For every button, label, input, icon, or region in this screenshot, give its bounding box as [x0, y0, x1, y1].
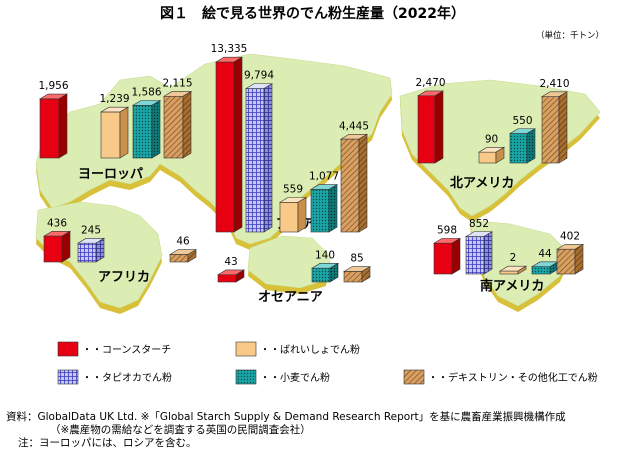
value-label-corn: 2,470	[415, 77, 445, 89]
legend-item-dextrin: ・・デキストリン・その他化工でん粉	[403, 369, 598, 385]
bar-wheat	[508, 128, 537, 164]
legend-item-wheat: ・・小麦でん粉	[235, 369, 330, 385]
bar-corn	[42, 230, 72, 263]
bar-dextrin	[555, 243, 585, 275]
region-label-europe: ヨーロッパ	[78, 167, 143, 182]
legend-swatch-corn	[57, 341, 79, 357]
bar-dextrin	[162, 90, 193, 159]
value-label-wheat: 550	[512, 115, 532, 127]
bar-corn	[432, 237, 462, 275]
legend-label-dextrin: ・・デキストリン・その他化工でん粉	[428, 371, 598, 384]
bar-dextrin	[168, 249, 198, 263]
value-label-corn: 598	[437, 224, 457, 236]
region-label-africa: アフリカ	[98, 270, 150, 285]
value-label-dextrin: 2,115	[162, 77, 192, 89]
value-label-wheat: 1,077	[309, 171, 339, 183]
value-label-tapioca: 245	[81, 224, 101, 236]
value-label-dextrin: 2,410	[539, 78, 569, 90]
bar-wheat	[309, 184, 339, 233]
bar-potato	[278, 196, 308, 233]
value-label-corn: 436	[47, 217, 67, 229]
bar-corn	[216, 269, 246, 283]
bar-corn	[214, 56, 244, 233]
region-label-oceania: オセアニア	[258, 290, 323, 305]
legend-item-potato: ・・ばれいしょでん粉	[235, 341, 360, 357]
value-label-potato: 90	[485, 133, 498, 145]
legend-label-potato: ・・ばれいしょでん粉	[260, 343, 360, 356]
region-label-south-america: 南アメリカ	[480, 278, 544, 294]
value-label-wheat: 140	[315, 249, 335, 261]
value-label-dextrin: 46	[176, 236, 190, 248]
bar-potato	[498, 265, 528, 275]
value-label-corn: 1,956	[38, 80, 68, 92]
footnote: 注：ヨーロッパには、ロシアを含む。	[18, 437, 197, 449]
source-note-detail: （※農産物の需給などを調査する英国の民間調査会社）	[50, 424, 311, 436]
legend-label-wheat: ・・小麦でん粉	[260, 371, 330, 384]
value-label-potato: 559	[283, 183, 303, 195]
unit-label: （単位：千トン）	[536, 30, 604, 41]
value-label-potato: 2	[510, 252, 517, 264]
bar-corn	[38, 93, 69, 159]
value-label-corn: 13,335	[211, 43, 248, 55]
chart-title: 図１ 絵で見る世界のでん粉生産量（2022年）	[160, 5, 465, 22]
legend-swatch-dextrin	[403, 369, 425, 385]
source-note: 資料：GlobalData UK Ltd. ※「Global Starch Su…	[6, 411, 566, 423]
value-label-wheat: 1,586	[131, 86, 161, 98]
value-label-wheat: 44	[538, 248, 552, 260]
legend-item-tapioca: ・・タピオカでん粉	[57, 369, 172, 385]
bar-tapioca	[464, 231, 494, 275]
notes: 資料：GlobalData UK Ltd. ※「Global Starch Su…	[6, 411, 566, 450]
value-label-tapioca: 852	[469, 218, 489, 230]
bar-tapioca	[76, 237, 106, 263]
bar-corn	[416, 90, 445, 164]
value-label-tapioca: 9,794	[244, 70, 274, 82]
legend: ・・コーンスターチ ・・ばれいしょでん粉・・デキストリン・その他化工でん粉 ・・タピ…	[57, 341, 598, 385]
bar-dextrin	[342, 266, 372, 283]
bar-tapioca	[244, 83, 274, 233]
legend-label-tapioca: ・・タピオカでん粉	[82, 371, 172, 384]
value-label-dextrin: 4,445	[339, 120, 369, 132]
legend-swatch-wheat	[235, 369, 257, 385]
value-label-corn: 43	[224, 256, 237, 268]
bar-wheat	[530, 261, 560, 275]
legend-swatch-tapioca	[57, 369, 79, 385]
bar-dextrin	[339, 133, 369, 233]
bar-potato	[477, 146, 506, 164]
bar-wheat	[131, 99, 162, 159]
region-label-north-america: 北アメリカ	[450, 176, 514, 191]
bar-wheat	[310, 262, 340, 283]
legend-label-corn: ・・コーンスターチ	[82, 344, 171, 356]
value-label-dextrin: 402	[560, 230, 580, 242]
bar-dextrin	[540, 91, 569, 164]
value-label-dextrin: 85	[350, 253, 363, 265]
value-label-potato: 1,239	[99, 93, 129, 105]
legend-item-corn: ・・コーンスターチ	[57, 341, 171, 357]
bar-potato	[99, 106, 130, 159]
legend-swatch-potato	[235, 341, 257, 357]
